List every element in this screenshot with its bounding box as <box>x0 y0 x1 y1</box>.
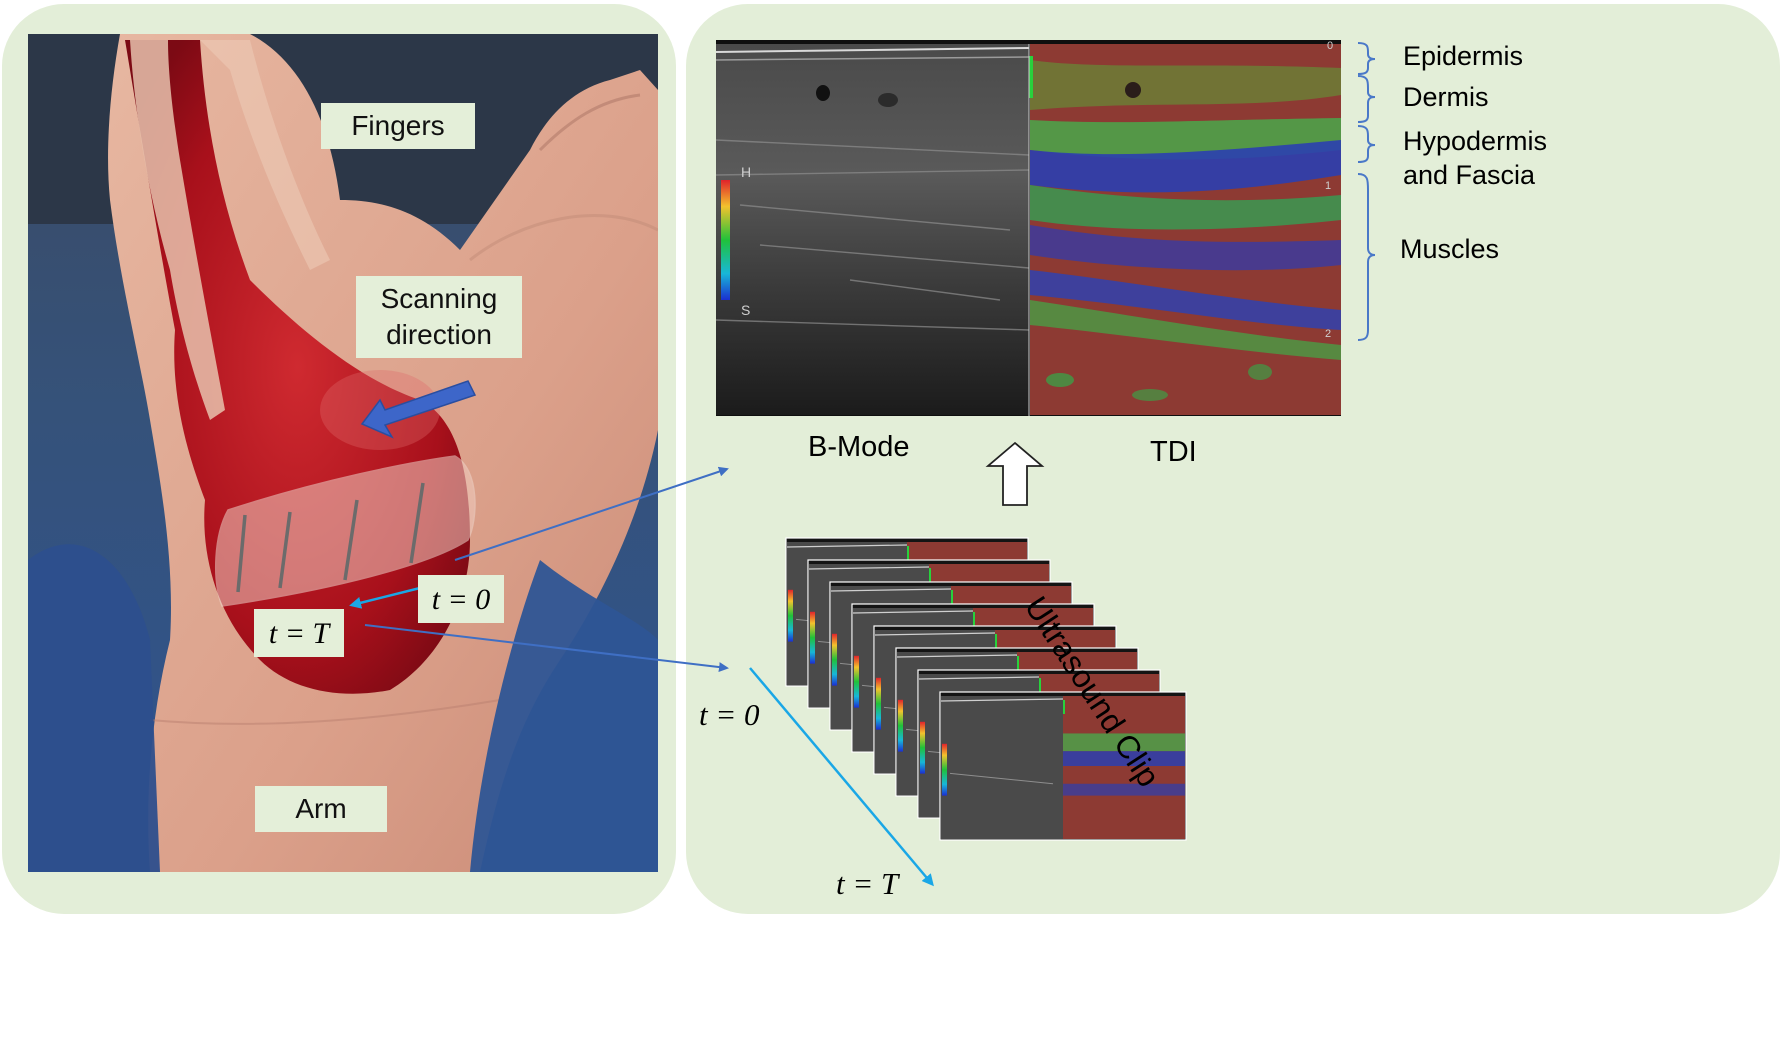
layer-hypodermis-fascia: Hypodermis and Fascia <box>1403 126 1548 190</box>
arrow-to-frame <box>454 466 729 561</box>
layer-braces <box>1357 42 1376 341</box>
arrow-to-clip <box>364 624 729 673</box>
layer-muscles: Muscles <box>1400 234 1500 264</box>
scanning-direction-label: Scanning direction <box>356 276 522 358</box>
depth-tick-0: 0 <box>1327 40 1334 52</box>
clip-time-arrow <box>749 667 934 887</box>
scan-start-label: t = 0 <box>418 575 504 623</box>
depth-tick-1: 1 <box>1325 180 1332 192</box>
bmode-label: B-Mode <box>808 431 910 463</box>
clip-start-label: t = 0 <box>699 697 760 732</box>
up-arrow-icon <box>985 441 1045 506</box>
fingers-label: Fingers <box>321 103 475 149</box>
tdi-label: TDI <box>1150 436 1197 468</box>
ultrasound-image <box>715 40 1341 416</box>
scan-end-label: t = T <box>254 609 344 657</box>
layer-dermis: Dermis <box>1403 82 1489 112</box>
depth-tick-2: 2 <box>1325 328 1332 340</box>
scan-time-arrow <box>349 586 421 609</box>
clip-end-label: t = T <box>836 866 899 901</box>
clip-frame <box>939 691 1187 841</box>
colorbar-bottom-label: S <box>741 302 751 318</box>
hand-photo <box>28 34 658 872</box>
arm-label: Arm <box>255 786 387 832</box>
ultrasound-clip-stack <box>785 537 1187 841</box>
colorbar-top-label: H <box>741 164 752 180</box>
layer-epidermis: Epidermis <box>1403 41 1524 71</box>
